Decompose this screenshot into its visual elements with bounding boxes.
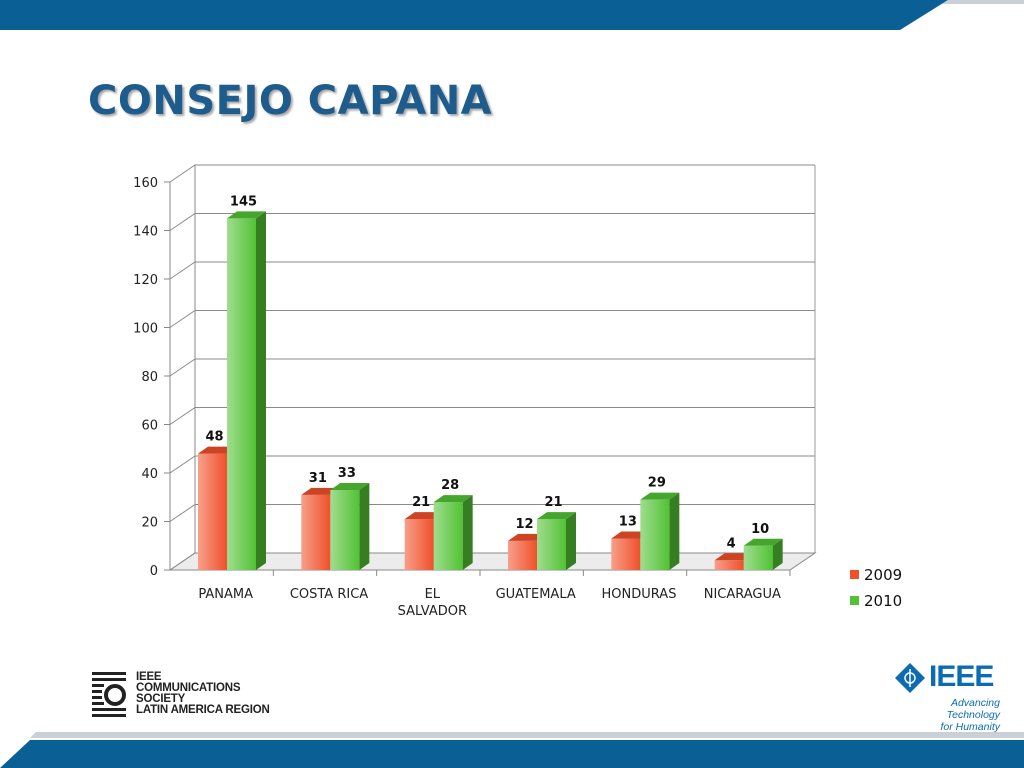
x-tick-label: NICARAGUA xyxy=(704,587,781,602)
bottom-banner xyxy=(0,732,1024,768)
data-label: 48 xyxy=(205,430,223,445)
bar-top-2010 xyxy=(433,495,473,503)
gridline xyxy=(169,504,815,522)
y-tick-label: 0 xyxy=(150,564,158,579)
bar-2010 xyxy=(433,502,463,570)
gridline xyxy=(169,552,815,571)
data-label: 21 xyxy=(544,495,562,510)
data-label: 33 xyxy=(338,466,356,481)
bar-top-2010 xyxy=(743,538,783,546)
bar-2010 xyxy=(537,519,566,570)
bar-2009 xyxy=(404,519,434,570)
gridline xyxy=(169,455,815,474)
bar-chart: 0 20 40 60 80 100 120 140 160 48 145 PANAMA 31 33 COST… xyxy=(133,164,902,619)
data-label: 21 xyxy=(412,495,430,510)
bar-side-2010 xyxy=(669,492,680,570)
y-tick-label: 100 xyxy=(133,322,158,337)
ieee-tagline-line-1: Advancing Technology xyxy=(946,697,1000,721)
bar-side-2010 xyxy=(256,211,266,570)
data-label: 10 xyxy=(751,522,769,537)
bar-2009 xyxy=(508,540,537,570)
data-label: 13 xyxy=(619,514,637,529)
bar-2009 xyxy=(301,494,331,570)
ieee-tagline: Advancing Technology for Humanity xyxy=(895,697,1000,733)
x-tick-label: EL xyxy=(425,587,441,602)
bar-2010 xyxy=(743,545,773,570)
gridline xyxy=(169,164,815,183)
bar-2010 xyxy=(640,499,670,570)
y-tick-label: 20 xyxy=(141,516,158,531)
legend-swatch-2009 xyxy=(850,570,859,579)
ieee-wordmark: IEEE xyxy=(929,660,994,693)
legend-label: 2010 xyxy=(864,592,902,610)
bar-top-2010 xyxy=(330,482,370,490)
ieee-tagline-line-2: for Humanity xyxy=(940,721,1000,733)
x-tick-label: SALVADOR xyxy=(398,604,467,619)
y-tick-label: 160 xyxy=(133,176,158,191)
bar-side-2010 xyxy=(566,512,576,570)
comsoc-logo: IEEE COMMUNICATIONS SOCIETY LATIN AMERIC… xyxy=(92,670,270,720)
data-label: 145 xyxy=(230,194,257,209)
data-label: 29 xyxy=(648,476,666,491)
data-label: 12 xyxy=(515,517,533,532)
bar-side-2010 xyxy=(462,495,473,570)
bar-top-2010 xyxy=(640,492,680,500)
bar-2010 xyxy=(330,489,360,570)
bar-top-2010 xyxy=(537,512,576,520)
gridline xyxy=(169,213,815,231)
y-tick-label: 80 xyxy=(141,370,158,385)
comsoc-line: LATIN AMERICA REGION xyxy=(136,704,270,716)
data-label: 4 xyxy=(727,536,736,551)
y-tick-label: 120 xyxy=(133,273,158,288)
legend-swatch-2010 xyxy=(850,596,859,605)
y-tick-label: 60 xyxy=(141,419,158,434)
x-tick-label: HONDURAS xyxy=(602,587,677,602)
y-tick-label: 40 xyxy=(141,467,158,482)
legend-label: 2009 xyxy=(864,566,902,584)
ieee-logo: IEEE Advancing Technology for Humanity xyxy=(895,660,1005,733)
x-tick-label: PANAMA xyxy=(198,587,253,602)
bar-side-2010 xyxy=(772,538,783,570)
bar-2009 xyxy=(611,538,641,570)
comsoc-mark-icon xyxy=(92,670,126,718)
x-tick-label: COSTA RICA xyxy=(290,587,368,602)
bar-2010 xyxy=(227,218,256,570)
data-label: 31 xyxy=(309,471,327,486)
comsoc-wordmark: IEEE COMMUNICATIONS SOCIETY LATIN AMERIC… xyxy=(136,671,270,716)
x-tick-label: GUATEMALA xyxy=(496,587,576,602)
y-tick-label: 140 xyxy=(133,225,158,240)
slide-title: CONSEJO CAPANA xyxy=(88,78,493,124)
ieee-diamond-icon xyxy=(895,663,925,693)
comsoc-line: IEEE xyxy=(136,671,162,683)
gridline xyxy=(169,407,815,425)
bar-top-2010 xyxy=(227,211,266,219)
gridline xyxy=(169,310,815,328)
comsoc-line: SOCIETY xyxy=(136,693,186,705)
gridline xyxy=(169,358,815,377)
bar-2009 xyxy=(714,560,744,570)
top-banner xyxy=(0,0,1024,30)
gridline xyxy=(169,261,815,280)
bar-2009 xyxy=(198,453,227,570)
bar-side-2010 xyxy=(359,482,370,570)
data-label: 28 xyxy=(441,478,459,493)
comsoc-line: COMMUNICATIONS xyxy=(136,682,241,694)
